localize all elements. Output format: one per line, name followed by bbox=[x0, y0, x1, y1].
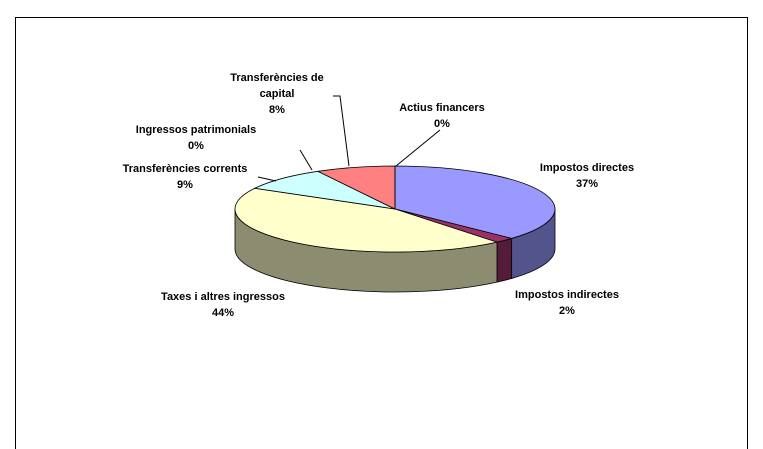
slice-name: Ingressos patrimonials bbox=[135, 124, 257, 136]
leader-line bbox=[299, 149, 313, 171]
leader-lines bbox=[257, 95, 441, 182]
slice-name: Actius financers bbox=[399, 102, 485, 114]
slice-name: Impostos directes bbox=[539, 162, 635, 174]
chart-frame bbox=[15, 17, 748, 449]
data-label: Transferències de capital 8% bbox=[222, 70, 332, 118]
slice-percent: 44% bbox=[211, 307, 235, 319]
slice bbox=[234, 187, 499, 253]
data-label: Impostos directes 37% bbox=[540, 160, 634, 192]
data-label: Impostos indirectes 2% bbox=[515, 287, 619, 319]
data-label: Ingressos patrimonials 0% bbox=[136, 122, 256, 154]
slice-name: Transferències corrents bbox=[122, 163, 248, 175]
data-label: Actius financers 0% bbox=[399, 100, 485, 132]
leader-line bbox=[333, 95, 350, 167]
data-label: Taxes i altres ingressos 44% bbox=[161, 289, 285, 321]
pie bbox=[234, 165, 556, 293]
leader-line bbox=[257, 176, 277, 182]
data-label: Transferències corrents 9% bbox=[123, 161, 248, 193]
slice-percent: 8% bbox=[269, 104, 285, 116]
slice-percent: 0% bbox=[434, 118, 450, 130]
slice-percent: 9% bbox=[177, 179, 193, 191]
slice-side bbox=[496, 237, 513, 283]
leader-line bbox=[395, 129, 441, 167]
slice-percent: 2% bbox=[559, 305, 575, 317]
slice bbox=[253, 170, 396, 210]
slice-name: Transferències de capital bbox=[230, 72, 324, 100]
slice-name: Taxes i altres ingressos bbox=[161, 291, 285, 303]
slice-percent: 37% bbox=[575, 178, 599, 190]
slice bbox=[394, 165, 556, 239]
slice-percent: 0% bbox=[188, 140, 204, 152]
slice-name: Impostos indirectes bbox=[515, 289, 619, 301]
